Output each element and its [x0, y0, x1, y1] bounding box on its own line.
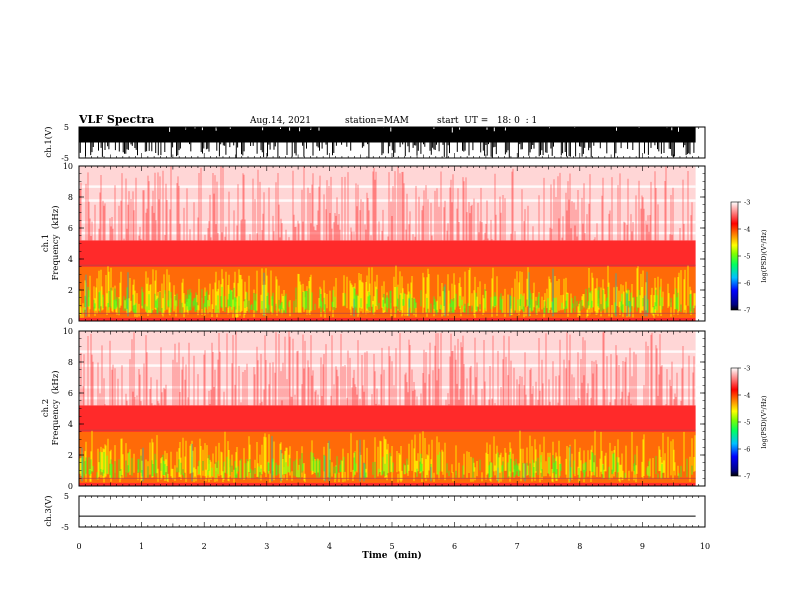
colorbar-tick-label: -4 — [744, 392, 750, 400]
y-tick-label: 4 — [68, 255, 73, 264]
ch3-waveform-ticks — [78, 496, 706, 527]
ch1-waveform-trace — [79, 127, 696, 158]
x-axis-label: Time (min) — [362, 550, 422, 561]
spectrogram-cyan-energy — [85, 268, 648, 317]
ch1-burst-spikes — [79, 142, 695, 158]
y-tick-label: 0 — [68, 482, 73, 491]
spectrogram-vertical-streaks — [80, 331, 695, 409]
spectrogram-streak — [79, 231, 696, 235]
ch2-colorbar-ticks: -3 -4 -5 -6 -7 — [738, 365, 750, 481]
ch2-colorbar-gradient — [730, 367, 739, 477]
x-tick-label: 2 — [202, 542, 207, 551]
x-tick-label: 8 — [577, 542, 582, 551]
spectrogram-streak — [79, 199, 696, 202]
x-tick-label: 7 — [515, 542, 520, 551]
y-tick-label: 6 — [68, 224, 73, 233]
spectrogram-streak — [79, 350, 696, 353]
spectrogram-streak — [79, 221, 696, 224]
spectrogram-streak — [79, 185, 696, 188]
ch2-frequency-ylabel: Frequency (kHz) — [50, 370, 61, 445]
x-tick-label: 6 — [452, 542, 457, 551]
spectrogram-green-energy — [79, 286, 694, 315]
colorbar-tick-label: -6 — [744, 446, 750, 454]
y-tick-label: 6 — [68, 389, 73, 398]
y-tick-label: 10 — [63, 327, 73, 336]
ch1-colorbar-gradient — [730, 201, 739, 311]
ch1-waveform-ticks — [78, 127, 706, 158]
y-tick-label: 2 — [68, 451, 73, 460]
x-axis-tick-labels: 0 1 2 3 4 5 6 7 8 9 10 — [76, 542, 710, 551]
x-tick-label: 1 — [139, 542, 144, 551]
ch2-spectrogram-ytick-labels: 0 2 4 6 8 10 — [63, 327, 705, 491]
x-tick-label: 4 — [327, 542, 332, 551]
spectrogram-streak — [79, 396, 696, 400]
ch3-waveform-ylabel: ch.3(V) — [43, 495, 54, 526]
header-station: station=MAM — [345, 116, 409, 126]
ch1-colorbar-ticks: -3 -4 -5 -6 -7 — [738, 199, 750, 315]
header-date: Aug.14, 2021 — [249, 116, 311, 126]
ch3-ytick-top: 5 — [64, 492, 69, 501]
ch1-colorbar-label: log(PSD)(V²/Hz) — [760, 229, 768, 282]
ch2-spectrogram-image — [79, 331, 705, 486]
ch1-ytick-bottom: -5 — [61, 154, 69, 163]
ch2-spectrogram-ticks — [78, 331, 706, 486]
spectrogram-streak — [79, 386, 696, 389]
colorbar-tick-label: -7 — [744, 473, 750, 481]
y-tick-label: 8 — [68, 358, 73, 367]
x-tick-label: 5 — [389, 542, 394, 551]
ch1-channel-label: ch.1 — [41, 234, 51, 252]
y-tick-label: 4 — [68, 420, 73, 429]
y-tick-label: 2 — [68, 286, 73, 295]
x-tick-label: 0 — [76, 542, 81, 551]
ch1-colorbar: -3 -4 -5 -6 -7 log(PSD)(V²/Hz) — [730, 199, 768, 315]
ch3-ytick-bottom: -5 — [61, 523, 69, 532]
spectrogram-upper-band — [79, 166, 696, 241]
ch1-ytick-top: 5 — [64, 123, 69, 132]
x-tick-label: 3 — [264, 542, 269, 551]
x-tick-label: 10 — [700, 542, 710, 551]
ch1-waveform-panel: 5 -5 ch.1(V) — [43, 123, 706, 163]
ch1-frequency-ylabel: Frequency (kHz) — [50, 205, 61, 280]
colorbar-tick-label: -3 — [744, 365, 750, 373]
ch3-waveform-panel: 5 -5 ch.3(V) — [43, 492, 706, 532]
ch1-spectrogram-ticks — [78, 166, 706, 321]
y-tick-label: 10 — [63, 162, 73, 171]
ch1-spectrogram-image — [79, 166, 705, 321]
colorbar-tick-label: -5 — [744, 419, 750, 427]
ch2-spectrogram-panel: 0 2 4 6 8 10 ch.2 Frequency (kHz) — [41, 327, 706, 491]
x-tick-label: 9 — [640, 542, 645, 551]
ch1-burst-envelope — [79, 127, 696, 143]
spectrogram-cyan-energy — [81, 436, 571, 482]
ch1-waveform-ylabel: ch.1(V) — [43, 126, 54, 157]
ch2-colorbar: -3 -4 -5 -6 -7 log(PSD)(V²/Hz) — [730, 365, 768, 481]
ch2-channel-label: ch.2 — [41, 399, 51, 417]
colorbar-tick-label: -5 — [744, 253, 750, 261]
colorbar-tick-label: -6 — [744, 280, 750, 288]
ch1-spectrogram-ytick-labels: 0 2 4 6 8 10 — [63, 162, 705, 326]
ch2-colorbar-label: log(PSD)(V²/Hz) — [760, 395, 768, 448]
colorbar-tick-label: -3 — [744, 199, 750, 207]
figure-title: VLF Spectra — [78, 113, 154, 126]
y-tick-label: 0 — [68, 317, 73, 326]
spectrogram-vertical-streaks — [79, 166, 693, 244]
colorbar-tick-label: -4 — [744, 226, 750, 234]
y-tick-label: 8 — [68, 193, 73, 202]
header-start-time: start UT = 18: 0 : 1 — [437, 116, 537, 126]
colorbar-tick-label: -7 — [744, 307, 750, 315]
spectrogram-streak — [79, 364, 696, 367]
ch1-spectrogram-panel: 0 2 4 6 8 10 ch.1 Frequency (kHz) — [41, 162, 706, 326]
